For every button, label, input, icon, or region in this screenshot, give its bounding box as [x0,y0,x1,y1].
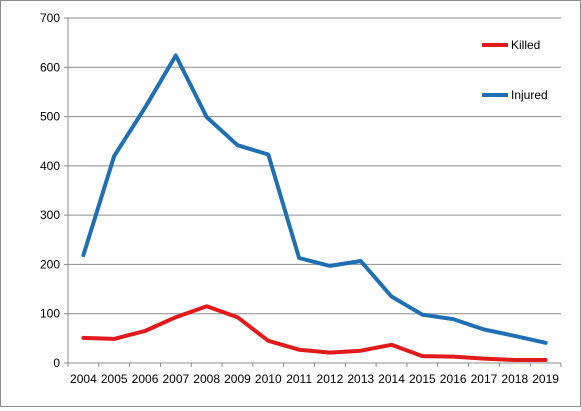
y-tick-label-0: 0 [53,356,60,370]
y-tick-label-500: 500 [40,110,60,124]
x-tick-label-2004: 2004 [70,372,97,386]
axes [67,18,561,364]
x-tick-label-2013: 2013 [347,372,374,386]
x-tick-label-2006: 2006 [132,372,159,386]
x-tick-label-2011: 2011 [286,372,312,386]
x-tick-label-2008: 2008 [193,372,220,386]
y-tick-label-200: 200 [40,257,60,271]
x-tick-label-2007: 2007 [162,372,189,386]
series-line-injured [81,53,548,345]
x-tick-label-2019: 2019 [532,372,559,386]
legend-label-injured: Injured [511,88,548,102]
legend-label-killed: Killed [511,38,540,52]
x-tick-label-2012: 2012 [317,372,344,386]
y-tick-labels: 0 100 200 300 400 500 600 700 [40,11,60,370]
y-tick-label-700: 700 [40,11,60,25]
y-tick-label-300: 300 [40,208,60,222]
legend-item-injured: Injured [482,88,548,102]
x-tick-label-2016: 2016 [440,372,467,386]
series-lines [81,53,548,362]
x-tick-label-2010: 2010 [255,372,282,386]
x-tick-label-2014: 2014 [378,372,405,386]
y-tick-label-400: 400 [40,159,60,173]
x-tick-labels: 2004 2005 2006 2007 2008 2009 2010 2011 2012 2013… [70,372,559,386]
legend: Killed Injured [482,38,548,102]
x-tick-label-2017: 2017 [471,372,498,386]
grid-lines [64,17,562,367]
series-line-killed [81,304,548,362]
y-tick-label-100: 100 [40,307,60,321]
legend-item-killed: Killed [482,38,540,52]
x-tick-label-2005: 2005 [101,372,128,386]
x-tick-label-2015: 2015 [409,372,436,386]
x-tick-label-2018: 2018 [501,372,528,386]
x-tick-label-2009: 2009 [224,372,251,386]
y-tick-label-600: 600 [40,60,60,74]
